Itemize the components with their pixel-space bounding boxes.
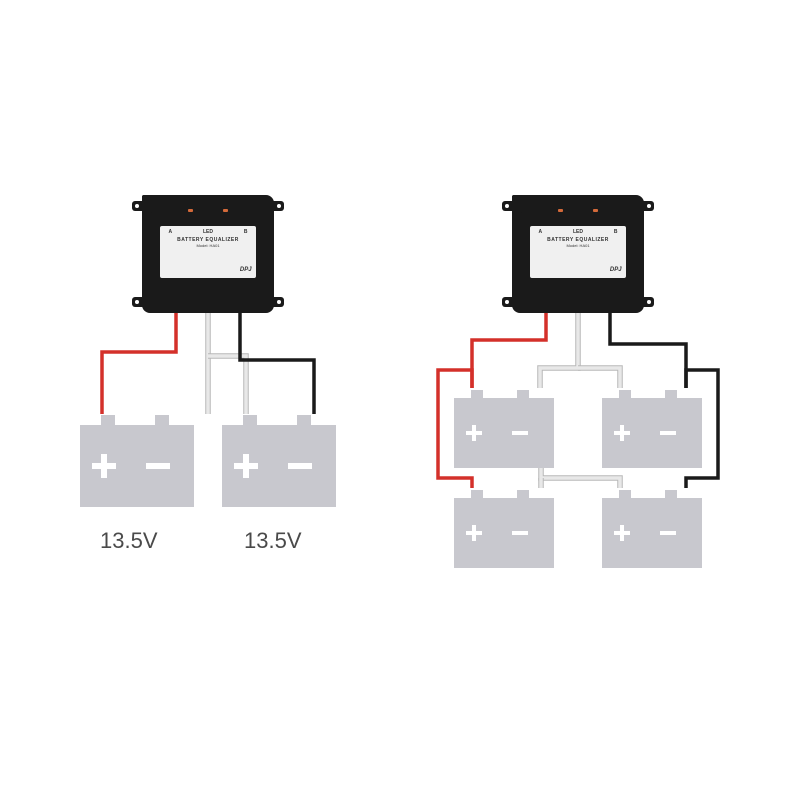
device-label-plate: A LED B BATTERY EQUALIZER Model: HA01 DP… — [530, 226, 625, 278]
label-led: LED — [573, 229, 583, 235]
voltage-label: 13.5V — [244, 528, 302, 554]
label-title: BATTERY EQUALIZER — [534, 237, 621, 243]
label-a: A — [168, 229, 172, 235]
label-model: Model: HA01 — [164, 244, 251, 249]
battery-icon — [602, 398, 702, 468]
wire-white — [578, 368, 620, 388]
equalizer-device-right: A LED B BATTERY EQUALIZER Model: HA01 DP… — [512, 195, 644, 313]
label-brand: DPJ — [240, 267, 252, 274]
label-brand: DPJ — [610, 267, 622, 274]
voltage-label: 13.5V — [100, 528, 158, 554]
battery-icon — [602, 498, 702, 568]
wire-red — [472, 313, 546, 388]
label-title: BATTERY EQUALIZER — [164, 237, 251, 243]
label-b: B — [614, 229, 618, 235]
led-a-icon — [558, 209, 563, 212]
label-model: Model: HA01 — [534, 244, 621, 249]
wire-black — [610, 313, 686, 388]
label-led: LED — [203, 229, 213, 235]
battery-icon — [222, 425, 336, 507]
led-b-icon — [593, 209, 598, 212]
battery-icon — [454, 498, 554, 568]
wire-white — [541, 468, 620, 488]
battery-icon — [80, 425, 194, 507]
led-a-icon — [188, 209, 193, 212]
wire-white — [540, 313, 578, 388]
label-b: B — [244, 229, 248, 235]
label-a: A — [538, 229, 542, 235]
led-b-icon — [223, 209, 228, 212]
equalizer-device-left: A LED B BATTERY EQUALIZER Model: HA01 DP… — [142, 195, 274, 313]
battery-icon — [454, 398, 554, 468]
device-label-plate: A LED B BATTERY EQUALIZER Model: HA01 DP… — [160, 226, 255, 278]
